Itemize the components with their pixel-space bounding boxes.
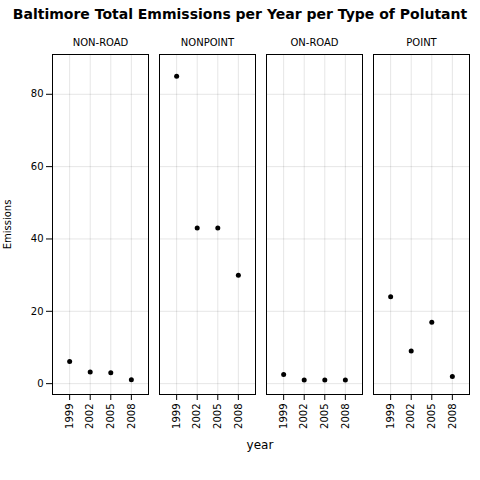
svg-text:0: 0 [37, 378, 43, 389]
svg-text:2005: 2005 [319, 404, 330, 429]
svg-text:Emissions: Emissions [2, 200, 13, 250]
svg-text:NON-ROAD: NON-ROAD [73, 37, 129, 48]
svg-text:1999: 1999 [278, 404, 289, 429]
svg-text:2008: 2008 [447, 404, 458, 429]
svg-text:2002: 2002 [191, 404, 202, 429]
svg-text:2002: 2002 [298, 404, 309, 429]
svg-text:2008: 2008 [340, 404, 351, 429]
svg-text:2005: 2005 [105, 404, 116, 429]
svg-text:2005: 2005 [212, 404, 223, 429]
svg-text:20: 20 [31, 306, 44, 317]
svg-text:80: 80 [31, 88, 44, 99]
html-text:year: year [246, 438, 274, 452]
svg-text:40: 40 [31, 233, 44, 244]
svg-text:1999: 1999 [385, 404, 396, 429]
svg-text:2008: 2008 [126, 404, 137, 429]
svg-text:2005: 2005 [426, 404, 437, 429]
svg-text:2002: 2002 [84, 404, 95, 429]
svg-text:ON-ROAD: ON-ROAD [290, 37, 338, 48]
svg-text:60: 60 [31, 161, 44, 172]
svg-text:2008: 2008 [233, 404, 244, 429]
svg-text:POINT: POINT [406, 37, 437, 48]
html-text:Baltimore Total Emmissions per: Baltimore Total Emmissions per Year per … [12, 6, 468, 22]
svg-text:1999: 1999 [171, 404, 182, 429]
svg-text:2002: 2002 [405, 404, 416, 429]
svg-text:1999: 1999 [64, 404, 75, 429]
svg-text:NONPOINT: NONPOINT [181, 37, 235, 48]
